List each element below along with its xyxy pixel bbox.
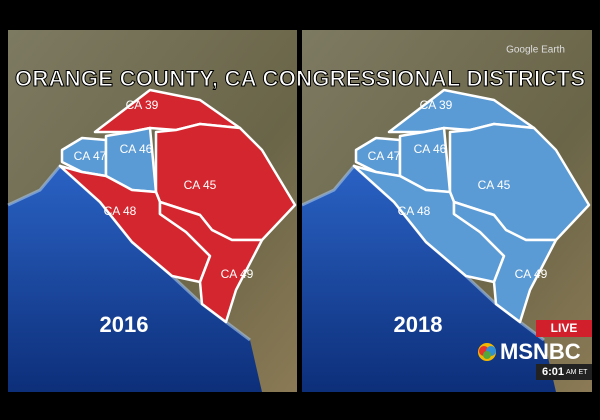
district-label: CA 39 [126, 98, 159, 112]
time-zone: AM ET [566, 369, 588, 376]
district-label: CA 47 [74, 149, 107, 163]
year-label: 2018 [394, 312, 443, 337]
district-label: CA 46 [120, 142, 153, 156]
district [158, 200, 264, 324]
peacock-logo [478, 343, 496, 361]
live-text: LIVE [551, 321, 578, 335]
time-box [536, 364, 592, 380]
district-label: CA 49 [515, 267, 548, 281]
ocean [302, 166, 556, 392]
district-label: CA 47 [368, 149, 401, 163]
network-name: MSNBC [500, 339, 581, 364]
map-panel: CA 39 CA 47 CA 46 CA 45 CA 48 CA 49 2016 [7, 30, 298, 392]
district-label: CA 48 [398, 204, 431, 218]
district-label: CA 46 [414, 142, 447, 156]
district-label: CA 45 [184, 178, 217, 192]
district-label: CA 49 [221, 267, 254, 281]
district-label: CA 39 [420, 98, 453, 112]
district-label: CA 45 [478, 178, 511, 192]
panel-divider [297, 28, 302, 394]
bottom-bar [0, 392, 600, 420]
title: ORANGE COUNTY, CA CONGRESSIONAL DISTRICT… [15, 66, 585, 91]
ocean [8, 166, 262, 392]
district-label: CA 48 [104, 204, 137, 218]
watermark: Google Earth [506, 45, 565, 56]
year-label: 2016 [100, 312, 149, 337]
district [452, 200, 558, 324]
time: 6:01 [542, 366, 564, 378]
live-badge [536, 320, 592, 337]
